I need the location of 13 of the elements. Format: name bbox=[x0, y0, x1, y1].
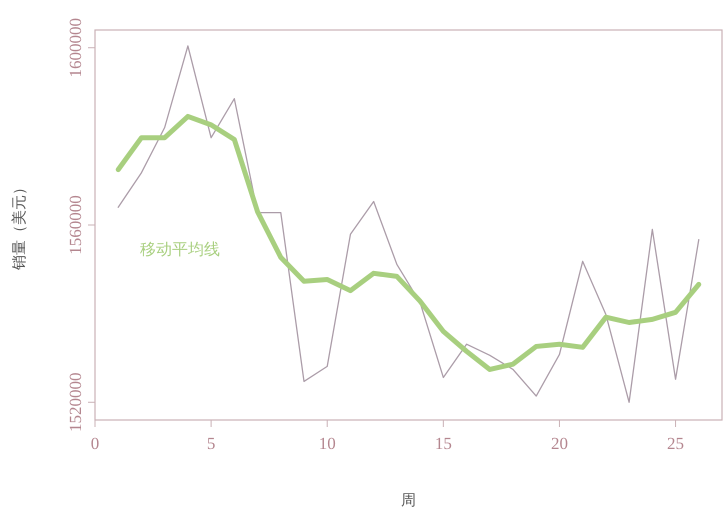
text: 移动平均线 bbox=[140, 239, 220, 258]
x-axis-title: 周 bbox=[401, 493, 416, 509]
y-tick-label: 1520000 bbox=[66, 372, 85, 432]
y-axis-title: 销量（美元） bbox=[11, 180, 28, 271]
line-series bbox=[118, 45, 700, 403]
x-tick-label: 5 bbox=[206, 434, 216, 453]
x-tick-label: 0 bbox=[90, 434, 100, 453]
x-tick-label: 15 bbox=[434, 434, 452, 453]
x-tick-label: 10 bbox=[318, 434, 336, 453]
x-tick-label: 20 bbox=[550, 434, 568, 453]
y-tick-label: 1600000 bbox=[66, 18, 85, 78]
x-tick-label: 25 bbox=[667, 434, 684, 453]
y-tick-label: 1560000 bbox=[66, 195, 85, 255]
